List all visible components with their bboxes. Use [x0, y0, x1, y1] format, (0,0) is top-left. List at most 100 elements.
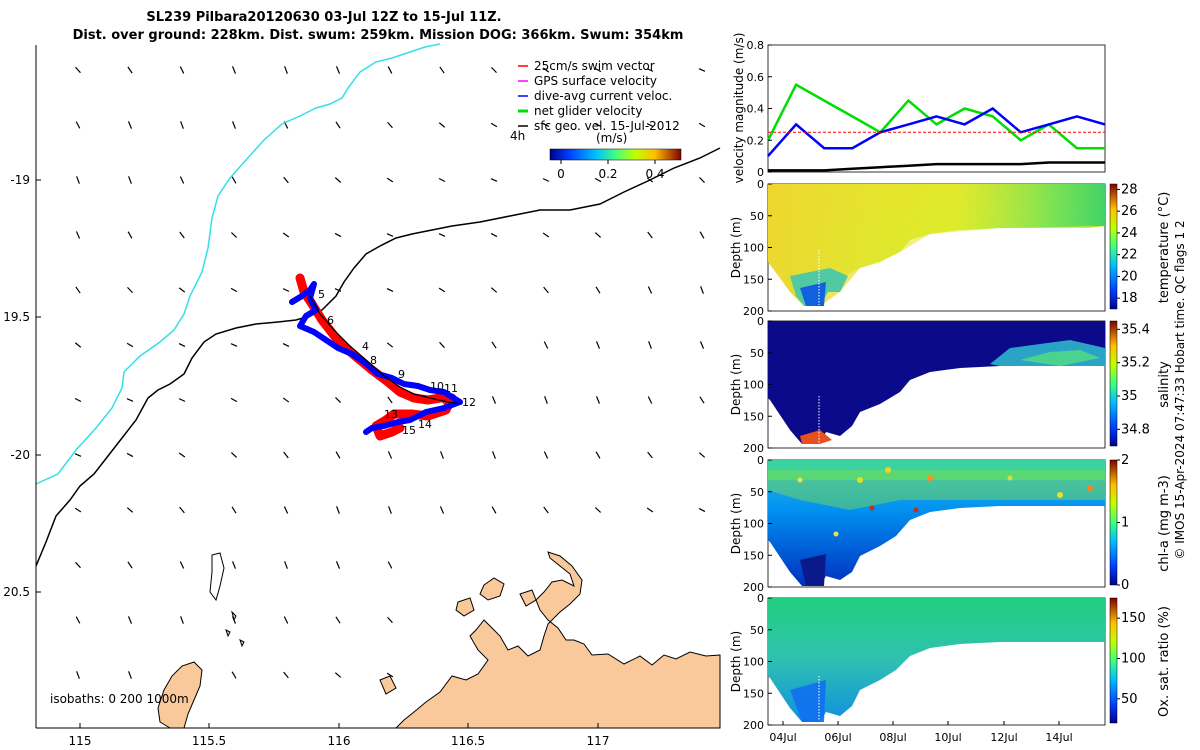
colorbar-label: chl-a (mg m-3)	[1157, 475, 1172, 572]
current-arrow	[75, 561, 81, 569]
depth-tick-label: 200	[743, 719, 764, 732]
depth-tick-label: 150	[743, 687, 764, 700]
day-label: 13	[384, 408, 398, 421]
barrow-island	[157, 661, 203, 729]
current-arrow	[230, 343, 238, 347]
depth-tick-label: 100	[743, 518, 764, 531]
legend-label: net glider velocity	[534, 104, 642, 118]
current-arrow	[596, 396, 600, 404]
mainland-coast	[394, 551, 721, 729]
map-x-tick-label: 116	[328, 734, 351, 748]
current-arrow	[179, 176, 185, 184]
velocity-y-tick-label: 0.2	[747, 134, 765, 147]
current-arrow	[127, 66, 133, 74]
speed-colorbar	[549, 148, 682, 161]
current-track-blue	[289, 281, 463, 435]
current-arrow	[282, 397, 290, 403]
depth-tick-label: 50	[750, 347, 764, 360]
current-arrow	[75, 286, 81, 294]
current-arrow	[438, 122, 446, 128]
right-panels: 0 0.2 0.4 0.6 0.8 velocity magnitude (m/s)	[729, 33, 1172, 744]
current-arrow	[647, 451, 653, 459]
colorbar-tick-label: 35.2	[1121, 356, 1150, 371]
velocity-series	[767, 106, 1106, 157]
current-arrow	[75, 616, 81, 624]
current-arrow	[543, 506, 549, 514]
current-arrow	[386, 233, 394, 237]
depth-tick-label: 100	[743, 379, 764, 392]
current-arrow	[491, 506, 497, 514]
current-arrow	[178, 398, 186, 402]
current-arrow	[542, 123, 550, 127]
current-arrow	[335, 616, 341, 624]
current-arrow	[127, 561, 133, 569]
current-arrow	[698, 122, 706, 128]
current-vector-field	[74, 66, 706, 679]
title-line1: SL239 Pilbara20120630 03-Jul 12Z to 15-J…	[146, 10, 501, 25]
depth-tick-label: 100	[743, 242, 764, 255]
current-arrow	[698, 68, 706, 72]
current-arrow	[490, 178, 498, 182]
current-arrow	[334, 177, 342, 183]
current-arrow	[492, 451, 496, 459]
current-arrow	[542, 232, 550, 238]
colorbar-label: temperature (°C)	[1157, 192, 1172, 304]
current-arrow	[386, 177, 394, 183]
depth-tick-label: 0	[757, 454, 764, 467]
current-arrow	[387, 66, 393, 74]
colorbar-tick-label: 50	[1121, 692, 1138, 707]
current-arrow	[178, 343, 186, 347]
current-arrow	[334, 288, 342, 292]
current-arrow	[334, 232, 342, 238]
velocity-lines	[766, 82, 1106, 172]
velocity-panel	[767, 44, 1106, 173]
current-arrow	[387, 121, 393, 129]
colorbar-label: Ox. sat. ratio (%)	[1157, 606, 1172, 717]
current-arrow	[646, 68, 654, 72]
current-arrow	[699, 176, 705, 184]
colorbar-label: salinity	[1157, 361, 1172, 408]
current-arrow	[439, 506, 445, 514]
current-arrow	[439, 66, 445, 74]
current-arrow	[490, 287, 498, 293]
day-label: 9	[398, 368, 405, 381]
current-arrow	[490, 122, 498, 128]
legend-label: 25cm/s swim vector	[534, 59, 655, 73]
colorbar-tick-label: 100	[1121, 651, 1146, 666]
current-arrow	[283, 671, 289, 679]
colorbar-tick-label: 0.2	[598, 167, 617, 181]
panel-ticks: 0501001502000501001502000501001502000501…	[743, 178, 772, 732]
current-arrow	[283, 451, 289, 459]
map-x-tick-label: 115.5	[192, 734, 226, 748]
colorbar-tick-label: 0.4	[645, 167, 664, 181]
colorbar	[1109, 320, 1118, 447]
map-x-tick-label: 117	[587, 734, 610, 748]
velocity-y-tick-label: 0.6	[747, 71, 765, 84]
current-arrow	[127, 121, 133, 129]
current-arrow	[231, 561, 237, 569]
depth-tick-label: 100	[743, 656, 764, 669]
depth-tick-label: 150	[743, 410, 764, 423]
current-arrow	[335, 66, 341, 74]
current-arrow	[75, 121, 81, 129]
current-arrow	[594, 67, 602, 73]
current-arrow	[594, 177, 602, 183]
depth-tick-label: 0	[757, 592, 764, 605]
current-arrow	[282, 343, 290, 347]
day-label: 8	[370, 354, 377, 367]
colorbar-tick-label: 2	[1121, 453, 1129, 468]
current-arrow	[491, 341, 497, 349]
velocity-series	[768, 161, 1105, 172]
velocity-ticks: 0 0.2 0.4 0.6 0.8	[747, 39, 772, 179]
current-arrow	[595, 451, 601, 459]
salinity-panel	[767, 320, 1106, 449]
current-arrow	[230, 452, 238, 458]
current-arrow	[542, 67, 550, 73]
current-arrow	[74, 342, 82, 348]
depth-ylabel: Depth (m)	[729, 354, 743, 415]
colorbar	[1109, 459, 1118, 586]
current-arrow	[698, 452, 706, 458]
current-arrow	[282, 232, 290, 238]
